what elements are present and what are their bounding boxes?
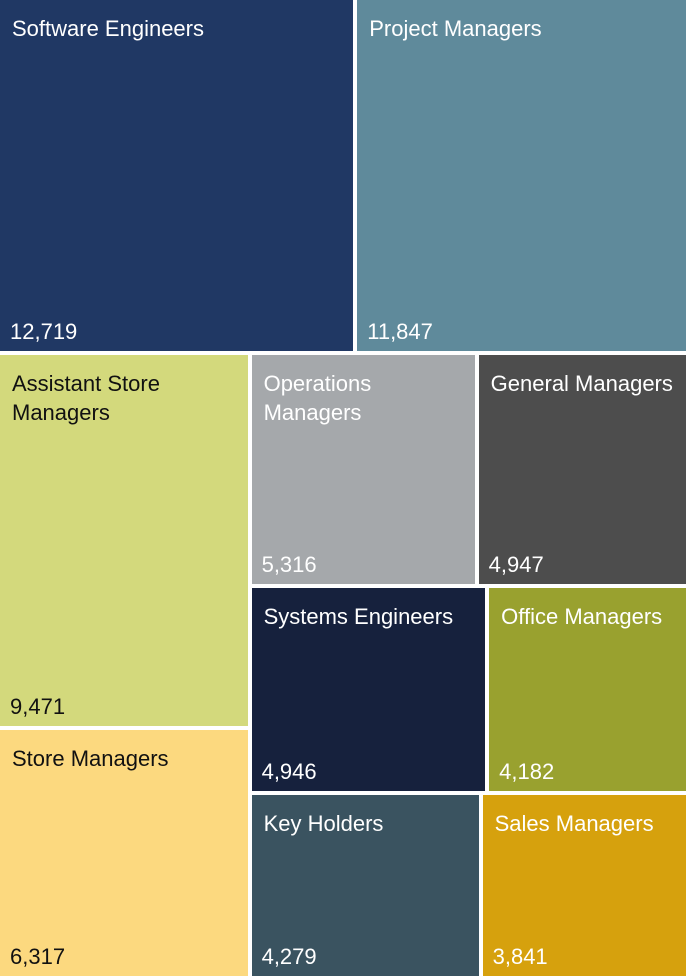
tile-label: Software Engineers — [12, 16, 204, 41]
tile: Store Managers 6,317 — [0, 729, 248, 976]
tile-label: Project Managers — [369, 16, 542, 41]
tile-label: Operations Managers — [263, 370, 372, 425]
tile: Sales Managers 3,841 — [482, 795, 686, 976]
tile-value: 4,947 — [488, 551, 544, 577]
tile-label: Systems Engineers — [263, 603, 454, 629]
tile-value: 9,471 — [10, 693, 66, 719]
tile-label: Store Managers — [12, 745, 169, 771]
tile-label: Office Managers — [501, 603, 663, 629]
tile-value: 3,841 — [492, 943, 548, 969]
tile-label: Key Holders — [263, 811, 384, 837]
tile: Key Holders 4,279 — [251, 795, 479, 976]
tile: Systems Engineers 4,946 — [251, 587, 486, 792]
tile: Office Managers 4,182 — [489, 587, 686, 792]
tile: Software Engineers 12,719 — [0, 0, 354, 351]
tile-value: 12,719 — [10, 318, 78, 344]
tile-value: 4,946 — [261, 759, 317, 785]
tile: Assistant Store Managers 9,471 — [0, 354, 248, 726]
tile: Operations Managers 5,316 — [251, 354, 475, 584]
tile-value: 5,316 — [261, 551, 317, 577]
tile-label: Assistant Store Managers — [12, 370, 160, 425]
tile: General Managers 4,947 — [478, 354, 686, 584]
tile-label: Sales Managers — [494, 811, 654, 837]
tile-value: 11,847 — [367, 318, 433, 344]
tile-label: General Managers — [490, 370, 673, 396]
tile: Project Managers 11,847 — [357, 0, 686, 351]
tile-value: 6,317 — [10, 943, 66, 969]
tile-value: 4,182 — [499, 759, 555, 785]
tile-value: 4,279 — [261, 943, 317, 969]
